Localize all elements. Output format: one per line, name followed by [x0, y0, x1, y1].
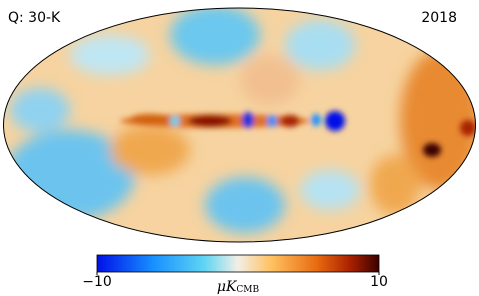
colorbar-tick-label: −10 — [82, 274, 112, 290]
colorbar-subscript: CMB — [236, 285, 259, 295]
colorbar-unit: μK — [217, 279, 238, 295]
map-outline — [3, 7, 476, 243]
colorbar — [96, 254, 380, 273]
sky-map — [3, 8, 476, 242]
map-year: 2018 — [421, 10, 457, 26]
colorbar-tick-label: 10 — [370, 274, 388, 290]
map-label: Q: 30-K — [8, 10, 61, 26]
colorbar-label: μKCMB — [217, 279, 260, 295]
